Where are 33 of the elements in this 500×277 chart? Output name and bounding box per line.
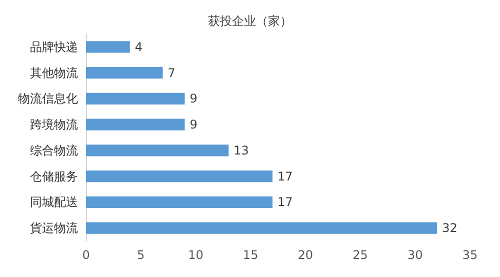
bar (86, 41, 130, 53)
data-label: 32 (442, 221, 458, 236)
y-tick-label: 跨境物流 (30, 118, 78, 132)
bar (86, 196, 273, 208)
data-label: 13 (234, 143, 249, 158)
data-label: 7 (168, 66, 176, 80)
y-tick-label: 综合物流 (30, 143, 78, 158)
bar (86, 66, 163, 79)
x-tick-label: 0 (82, 248, 90, 262)
x-tick-label: 30 (408, 248, 423, 262)
chart-title: 获投企业（家） (208, 14, 292, 28)
x-tick-label: 20 (298, 248, 314, 262)
bar (86, 92, 185, 105)
data-label: 4 (134, 40, 143, 54)
y-tick-label: 品牌快递 (30, 40, 78, 54)
bar (86, 118, 185, 130)
y-tick-label: 仓储服务 (30, 169, 78, 184)
x-tick-label: 25 (352, 248, 368, 262)
data-label: 17 (278, 169, 293, 184)
bar (86, 144, 229, 156)
data-label: 9 (190, 118, 198, 132)
data-label: 9 (190, 92, 198, 106)
y-tick-label: 貨运物流 (30, 221, 78, 236)
y-tick-label: 同城配送 (30, 195, 78, 210)
bar (86, 170, 273, 182)
bar (86, 222, 438, 234)
y-tick-label: 其他物流 (30, 66, 78, 80)
data-label: 17 (278, 195, 293, 210)
y-tick-label: 物流信息化 (18, 92, 78, 106)
x-tick-label: 10 (188, 248, 204, 262)
x-tick-label: 35 (462, 248, 478, 262)
x-tick-label: 5 (137, 248, 145, 262)
x-tick-label: 15 (242, 248, 258, 262)
